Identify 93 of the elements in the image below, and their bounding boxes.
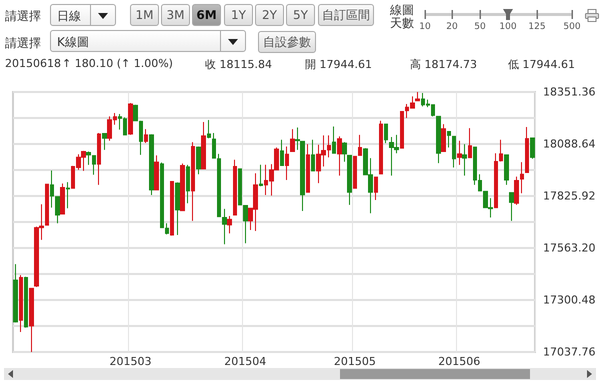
text: 20 <box>446 22 458 32</box>
candlestick <box>24 276 28 328</box>
x-tick-label: 201504 <box>224 355 266 368</box>
text: 2Y <box>255 4 284 26</box>
x-tick-label: 201505 <box>334 355 376 368</box>
text: 開 17944.61 <box>305 57 372 72</box>
candlestick <box>13 264 18 323</box>
candlestick <box>337 136 342 176</box>
candlestick <box>384 124 388 144</box>
text: 請選擇 <box>5 8 41 25</box>
x-tick-label: 201503 <box>109 355 152 368</box>
text: 線圖天數 <box>390 3 415 30</box>
candlestick <box>374 176 378 200</box>
candlestick <box>530 137 535 160</box>
candlestick <box>191 142 195 222</box>
text: 低 17944.61 <box>508 57 575 72</box>
candlestick <box>201 121 206 170</box>
candlestick <box>441 124 446 152</box>
y-tick-label: 17825.92 <box>543 190 596 202</box>
text: 日線 <box>50 4 116 26</box>
candlestick <box>415 92 420 102</box>
y-tick-label: 17563.20 <box>543 242 596 254</box>
candlestick <box>520 162 524 194</box>
candlestick <box>290 128 295 152</box>
candlestick <box>300 140 305 212</box>
text: 自設參數 <box>258 31 316 53</box>
y-tick-label: 18351.36 <box>543 86 596 98</box>
text: 50 <box>474 22 486 32</box>
candlestick <box>233 159 237 216</box>
candlestick <box>19 274 23 332</box>
candlestick <box>45 183 49 226</box>
candlestick <box>457 140 462 166</box>
candlestick <box>212 132 216 159</box>
text: 1Y <box>224 4 253 26</box>
candlestick <box>447 130 451 148</box>
candlestick <box>400 110 404 149</box>
text: 20150618 <box>5 57 61 70</box>
candlestick <box>186 164 190 204</box>
candlestick <box>436 116 441 164</box>
text: 5Y <box>286 4 315 26</box>
candlestick <box>295 127 300 150</box>
candlestick <box>306 144 310 193</box>
candlestick <box>468 128 472 158</box>
text: 500 <box>563 22 581 32</box>
text: 高 18174.73 <box>410 57 477 72</box>
text: 100 <box>499 22 517 32</box>
candlestick <box>207 119 211 139</box>
candlestick <box>227 215 232 234</box>
x-tick-label: 201506 <box>438 355 480 368</box>
text: 6M <box>192 4 221 26</box>
candlestick <box>504 154 509 186</box>
candlestick <box>347 154 352 206</box>
candlestick <box>217 153 221 218</box>
candlestick <box>29 287 34 352</box>
candlestick <box>311 139 315 172</box>
candlestick <box>175 182 180 236</box>
candlestick <box>285 146 289 180</box>
candlestick <box>509 192 514 222</box>
candlestick <box>353 156 357 189</box>
text: 1M <box>130 4 159 26</box>
text: 125 <box>528 22 546 32</box>
y-tick-label: 17037.76 <box>543 346 596 358</box>
candlestick <box>144 128 148 144</box>
text: 自訂區間 <box>318 4 374 26</box>
candlestick <box>222 208 227 245</box>
candlestick <box>128 102 133 136</box>
y-tick-label: 18088.64 <box>543 138 596 150</box>
candlestick <box>379 120 383 174</box>
y-tick-label: 17300.48 <box>543 294 596 306</box>
candlestick <box>97 132 101 186</box>
candlestick <box>196 146 201 175</box>
candlestick <box>60 183 65 214</box>
candlestick <box>280 139 284 166</box>
candlestick <box>358 134 362 156</box>
text: 10 <box>419 22 431 32</box>
candlestick <box>525 126 529 174</box>
candlestick <box>149 134 154 196</box>
text: K線圖 <box>50 30 246 52</box>
candlestick <box>342 142 347 162</box>
candlestick <box>462 144 467 176</box>
candlestick <box>102 132 107 150</box>
candlestick <box>259 164 263 187</box>
candlestick <box>154 154 159 190</box>
candlestick <box>514 176 519 206</box>
text: 收 18115.84 <box>205 57 272 72</box>
candlestick <box>452 136 456 168</box>
candlestick <box>66 182 70 209</box>
candlestick <box>170 181 174 236</box>
text: 3M <box>161 4 190 26</box>
candlestick <box>180 163 185 212</box>
text: ↑ 180.10 (↑ 1.00%) <box>62 57 173 70</box>
text: 請選擇 <box>5 35 41 52</box>
candlestick <box>332 126 336 154</box>
